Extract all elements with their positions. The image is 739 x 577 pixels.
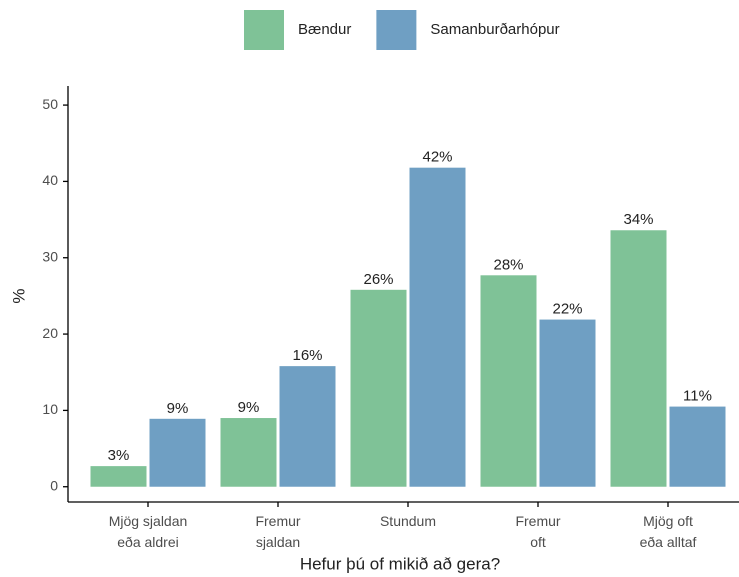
x-tick-line: Mjög sjaldan [109,513,188,529]
x-tick-line: Stundum [380,513,436,529]
value-label: 42% [422,149,452,166]
y-tick-label: 10 [42,401,58,417]
value-label: 11% [683,388,712,405]
bar [539,319,596,487]
x-tick-label: Stundum [380,513,436,529]
x-tick-line: eða alltaf [640,534,697,550]
legend-label: Bændur [298,21,351,38]
legend-label: Samanburðarhópur [430,21,559,38]
bar [480,275,537,487]
x-tick-line: Mjög oft [643,513,693,529]
value-label: 22% [552,301,582,318]
value-label: 34% [623,211,653,228]
y-axis-label: % [9,288,28,303]
legend-swatch [376,10,417,50]
bar [279,366,336,487]
y-tick-label: 50 [42,96,58,112]
x-tick-label: Fremur oft [515,513,560,550]
bar [220,418,277,487]
y-tick-label: 20 [42,325,58,341]
legend-swatch [244,10,284,50]
bar [409,167,466,487]
x-tick-label: Mjög sjaldan eða aldrei [109,513,188,550]
value-label: 26% [363,271,393,288]
x-axis-label: Hefur þú of mikið að gera? [300,554,500,573]
x-tick-line: eða aldrei [117,534,179,550]
x-tick-line: Fremur [255,513,300,529]
bar [350,289,407,487]
value-label: 3% [108,447,130,464]
y-tick-label: 40 [42,172,58,188]
x-tick-label: Mjög oft eða alltaf [640,513,697,550]
x-tick-line: sjaldan [256,534,300,550]
bar [669,406,726,487]
bar [90,466,147,487]
value-label: 9% [167,400,189,417]
value-label: 28% [493,256,523,273]
x-tick-label: Fremur sjaldan [255,513,300,550]
x-tick-line: oft [530,534,546,550]
x-tick-line: Fremur [515,513,560,529]
y-tick-label: 0 [50,477,58,493]
bar [149,418,206,487]
value-label: 16% [292,347,322,364]
value-label: 9% [238,399,260,416]
bar [610,230,667,487]
y-tick-label: 30 [42,248,58,264]
